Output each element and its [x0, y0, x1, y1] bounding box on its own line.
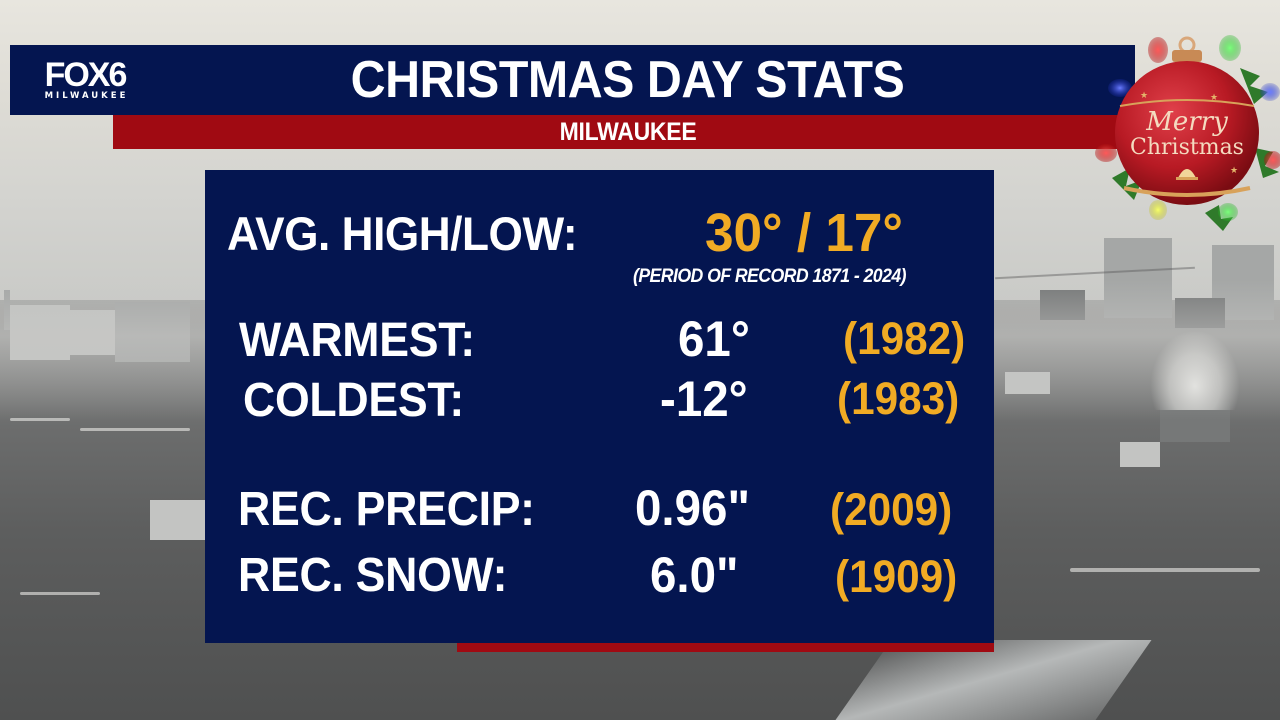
record-precip-value: 0.96" — [635, 480, 750, 536]
warmest-value: 61° — [678, 311, 750, 367]
svg-text:★: ★ — [1140, 90, 1148, 100]
building — [150, 500, 205, 540]
page-title: CHRISTMAS DAY STATS — [350, 51, 905, 109]
coldest-label: COLDEST: — [243, 374, 464, 427]
title-band: FOX6 MILWAUKEE CHRISTMAS DAY STATS — [10, 45, 1135, 115]
coldest-year: (1983) — [837, 373, 960, 424]
building — [1120, 442, 1160, 467]
svg-text:★: ★ — [1230, 165, 1238, 175]
warmest-year: (1982) — [843, 313, 966, 364]
bridge — [1070, 568, 1260, 572]
coldest-value: -12° — [660, 371, 748, 427]
avg-high-low-value: 30° / 17° — [705, 203, 903, 263]
record-snow-value: 6.0" — [650, 547, 739, 603]
snow-patch — [20, 592, 100, 595]
snow-patch — [80, 428, 190, 431]
period-of-record-note: (PERIOD OF RECORD 1871 - 2024) — [633, 266, 906, 287]
logo-wordmark: FOX6 — [44, 55, 128, 94]
warmest-label: WARMEST: — [239, 314, 475, 367]
fox6-logo: FOX6 MILWAUKEE — [20, 45, 150, 115]
record-precip-year: (2009) — [830, 484, 953, 535]
svg-text:★: ★ — [1210, 92, 1218, 102]
steam-plume — [1150, 330, 1240, 410]
location-subtitle: MILWAUKEE — [559, 117, 697, 146]
subtitle-band: MILWAUKEE — [113, 115, 1123, 149]
record-snow-year: (1909) — [835, 551, 958, 602]
svg-text:Merry: Merry — [1145, 107, 1228, 137]
christmas-ornament-icon: Merry Christmas ★ ★ ★ — [1095, 35, 1280, 231]
stats-panel: AVG. HIGH/LOW: 30° / 17° (PERIOD OF RECO… — [205, 170, 994, 643]
svg-text:Christmas: Christmas — [1130, 135, 1244, 160]
record-precip-label: REC. PRECIP: — [238, 483, 535, 536]
snow-patch — [10, 418, 70, 421]
record-snow-label: REC. SNOW: — [238, 549, 508, 602]
panel-accent-bar — [457, 643, 994, 652]
logo-city: MILWAUKEE — [44, 90, 129, 101]
avg-high-low-label: AVG. HIGH/LOW: — [227, 207, 578, 260]
